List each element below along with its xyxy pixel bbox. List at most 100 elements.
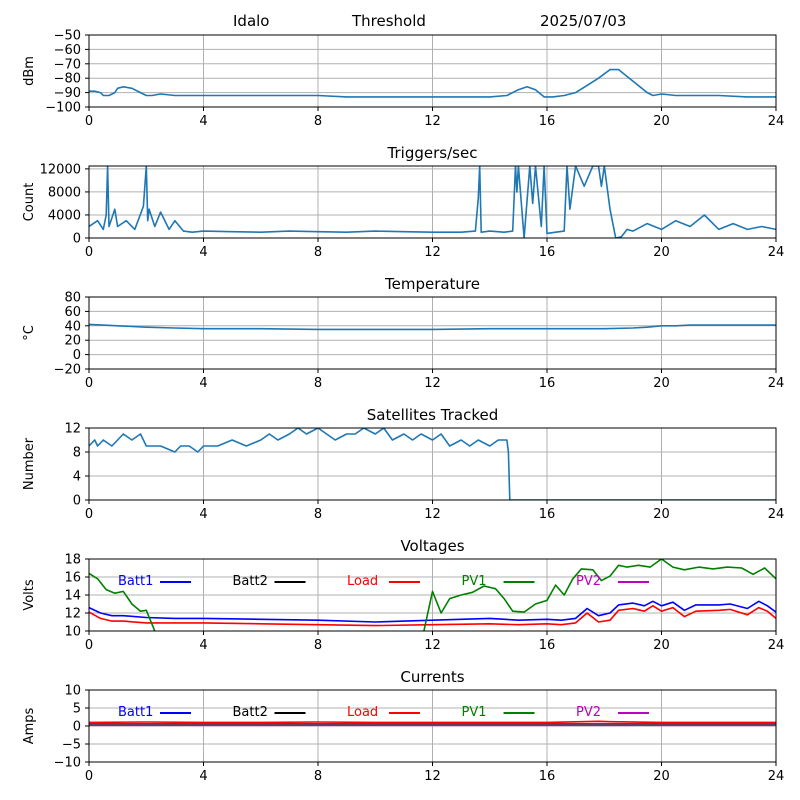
y-tick-label: 0 [73,348,81,363]
chart-title: Temperature [384,275,480,293]
y-tick-label: 18 [64,553,81,568]
y-tick-label: 10 [64,625,81,640]
x-tick-label: 4 [199,114,207,129]
y-tick-label: 60 [64,305,81,320]
y-tick-label: −60 [54,43,81,58]
series-line-pv1 [89,559,776,631]
y-tick-label: 20 [64,334,81,349]
x-tick-label: 16 [539,114,556,129]
series-line-0 [89,323,776,331]
x-tick-label: 0 [85,638,93,653]
legend-label-batt2: Batt2 [233,705,268,720]
chart-panel-1: 0 4 8 12 16 20 24 0 4000 8000 12000 Triggers/sec Cou… [22,144,784,260]
y-tick-label: −80 [54,72,81,87]
x-tick-label: 8 [314,114,322,129]
x-tick-label: 0 [85,114,93,129]
x-tick-label: 20 [653,769,670,784]
y-tick-label: −70 [54,57,81,72]
legend-label-load: Load [347,574,378,589]
y-tick-label: 16 [64,571,81,586]
chart-title: Voltages [400,537,464,555]
x-tick-label: 8 [314,245,322,260]
chart-panel-5: 0 4 8 12 16 20 24 −10 −5 0 5 10 Currents Amps Batt1 Bat… [22,668,784,784]
x-tick-label: 24 [768,114,785,129]
x-tick-label: 4 [199,638,207,653]
x-tick-label: 8 [314,769,322,784]
y-tick-label: 8000 [48,185,81,200]
y-tick-label: 5 [73,702,81,717]
x-tick-label: 0 [85,245,93,260]
y-axis-label: Volts [22,579,37,611]
x-tick-label: 4 [199,376,207,391]
y-tick-label: 80 [64,291,81,306]
y-tick-label: −90 [54,86,81,101]
x-tick-label: 8 [314,376,322,391]
x-tick-label: 0 [85,507,93,522]
x-tick-label: 24 [768,638,785,653]
x-tick-label: 24 [768,769,785,784]
y-tick-label: −50 [54,29,81,44]
y-tick-label: 0 [73,232,81,247]
x-tick-label: 12 [424,114,441,129]
series-group [89,323,776,331]
y-tick-label: 4 [73,470,81,485]
y-tick-label: −5 [62,738,81,753]
y-tick-label: 14 [64,589,81,604]
chart-panel-4: 0 4 8 12 16 20 24 10 12 14 16 18 Voltages Volts Batt1 B… [22,537,785,653]
chart-title: Triggers/sec [387,144,478,162]
x-tick-label: 24 [768,245,785,260]
legend-label-batt1: Batt1 [118,705,153,720]
series-line-load [89,604,776,627]
y-tick-label: 12000 [40,162,81,177]
x-tick-label: 24 [768,507,785,522]
x-tick-label: 4 [199,245,207,260]
y-axis-label: Number [22,437,37,490]
legend-label-pv2: PV2 [576,705,601,720]
y-tick-label: −10 [54,756,81,771]
figure-date: 2025/07/03 [540,12,627,30]
series-line-load [89,720,776,724]
series-group [89,68,776,98]
y-axis-label: dBm [22,56,37,86]
x-tick-label: 20 [653,376,670,391]
x-tick-label: 0 [85,376,93,391]
y-tick-label: 12 [64,422,81,437]
y-axis-label: °C [22,325,37,341]
series-group [89,720,776,727]
chart-panel-0: 0 4 8 12 16 20 24 −100−90−80−70−60−50 dBm [22,29,784,130]
y-tick-label: −20 [54,363,81,378]
series-group [89,166,776,238]
legend-label-pv1: PV1 [462,574,487,589]
y-tick-label: 4000 [48,208,81,223]
legend-label-pv2: PV2 [576,574,601,589]
x-tick-label: 20 [653,114,670,129]
y-axis-label: Count [22,183,37,222]
chart-title: Satellites Tracked [367,406,498,424]
legend-label-batt2: Batt2 [233,574,268,589]
x-tick-label: 24 [768,376,785,391]
y-tick-label: −100 [45,101,81,116]
figure-title: Threshold [352,12,426,30]
x-tick-label: 12 [424,376,441,391]
x-tick-label: 16 [539,638,556,653]
series-group [89,428,776,500]
series-group [89,559,776,631]
legend-label-batt1: Batt1 [118,574,153,589]
series-line-0 [89,428,776,500]
x-tick-label: 16 [539,507,556,522]
y-tick-label: 12 [64,607,81,622]
y-axis-label: Amps [22,707,37,744]
y-tick-label: 0 [73,720,81,735]
x-tick-label: 16 [539,245,556,260]
x-tick-label: 20 [653,638,670,653]
chart-title: Currents [400,668,464,686]
x-tick-label: 12 [424,245,441,260]
station-name: Idalo [233,12,270,30]
x-tick-label: 16 [539,769,556,784]
x-tick-label: 8 [314,507,322,522]
legend-label-load: Load [347,705,378,720]
series-line-0 [89,166,776,238]
legend-label-pv1: PV1 [462,705,487,720]
